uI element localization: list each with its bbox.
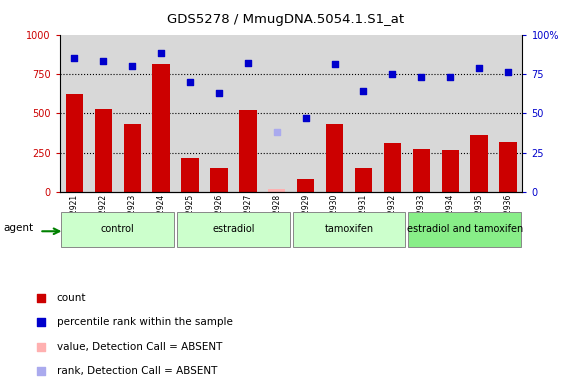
Point — [186, 79, 195, 85]
Bar — [293, 212, 405, 247]
Bar — [177, 212, 289, 247]
Bar — [355, 167, 372, 192]
Point — [37, 319, 46, 325]
Point — [504, 69, 513, 75]
Point — [37, 295, 46, 301]
Point — [301, 115, 310, 121]
Point — [214, 90, 223, 96]
Point — [37, 344, 46, 349]
Bar — [413, 149, 430, 192]
Bar — [210, 167, 228, 192]
Bar — [95, 109, 112, 192]
Bar — [268, 189, 286, 192]
Bar — [66, 94, 83, 192]
Text: count: count — [57, 293, 86, 303]
Bar — [297, 179, 315, 192]
Point — [99, 58, 108, 65]
Bar — [408, 212, 521, 247]
Text: estradiol and tamoxifen: estradiol and tamoxifen — [407, 224, 523, 235]
Point — [475, 65, 484, 71]
Point — [330, 61, 339, 68]
Point — [70, 55, 79, 61]
Bar — [499, 142, 517, 192]
Bar — [441, 150, 459, 192]
Point — [417, 74, 426, 80]
Text: GDS5278 / MmugDNA.5054.1.S1_at: GDS5278 / MmugDNA.5054.1.S1_at — [167, 13, 404, 26]
Bar — [182, 158, 199, 192]
Text: agent: agent — [3, 223, 34, 233]
Point — [272, 129, 282, 135]
Bar — [384, 143, 401, 192]
Point — [156, 50, 166, 56]
Point — [445, 74, 455, 80]
Point — [388, 71, 397, 77]
Point — [243, 60, 252, 66]
Text: rank, Detection Call = ABSENT: rank, Detection Call = ABSENT — [57, 366, 217, 376]
Bar — [62, 212, 174, 247]
Bar — [471, 135, 488, 192]
Bar — [152, 65, 170, 192]
Bar — [326, 124, 343, 192]
Bar — [123, 124, 141, 192]
Text: tamoxifen: tamoxifen — [324, 224, 373, 235]
Text: percentile rank within the sample: percentile rank within the sample — [57, 317, 233, 327]
Text: control: control — [101, 224, 135, 235]
Point — [37, 368, 46, 374]
Point — [359, 88, 368, 94]
Text: estradiol: estradiol — [212, 224, 255, 235]
Point — [128, 63, 137, 69]
Text: value, Detection Call = ABSENT: value, Detection Call = ABSENT — [57, 341, 222, 352]
Bar — [239, 110, 256, 192]
